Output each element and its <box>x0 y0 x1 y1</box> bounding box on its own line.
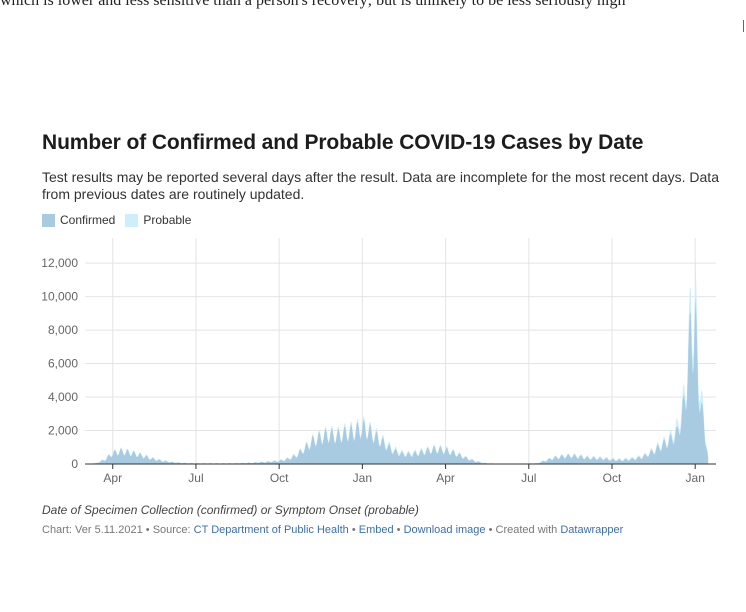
chart-subtitle: Test results may be reported several day… <box>42 169 719 202</box>
y-tick-label: 12,000 <box>41 256 78 270</box>
chart-plot: 0 2,000 4,000 6,000 8,000 10,000 12,000 Apr Jul O… <box>41 238 716 485</box>
x-tick-label: Oct <box>603 471 622 485</box>
y-tick-label: 6,000 <box>48 357 78 371</box>
x-tick-label: Apr <box>436 471 455 485</box>
corner-mark <box>743 20 746 32</box>
legend-label-probable: Probable <box>143 213 192 227</box>
x-tick-label: Oct <box>270 471 289 485</box>
chart-title: Number of Confirmed and Probable COVID-1… <box>42 131 644 154</box>
x-tick-label: Apr <box>103 471 122 485</box>
separator: • <box>145 524 150 536</box>
gridlines <box>85 238 716 464</box>
source-link[interactable]: CT Department of Public Health <box>193 524 349 536</box>
download-image-link[interactable]: Download image <box>403 524 486 536</box>
legend-swatch-confirmed <box>42 213 55 227</box>
x-tick-label: Jan <box>686 471 705 485</box>
legend-item-confirmed[interactable]: Confirmed <box>42 213 115 227</box>
y-tick-label: 4,000 <box>48 390 78 404</box>
chart-version: Chart: Ver 5.11.2021 <box>42 524 143 536</box>
x-tick-label: Jul <box>521 471 536 485</box>
x-tick-label: Jan <box>353 471 372 485</box>
series-confirmed-area <box>85 297 709 464</box>
axes: 0 2,000 4,000 6,000 8,000 10,000 12,000 Apr Jul O… <box>41 256 716 485</box>
y-tick-label: 2,000 <box>48 424 78 438</box>
y-tick-label: 10,000 <box>41 290 78 304</box>
chart-note: Date of Specimen Collection (confirmed) … <box>42 503 419 517</box>
legend-label-confirmed: Confirmed <box>60 213 116 227</box>
separator: • <box>396 524 401 536</box>
y-tick-label: 0 <box>71 457 78 471</box>
chart-legend: Confirmed Probable <box>42 213 201 227</box>
source-prefix: Source: <box>152 524 191 536</box>
separator: • <box>351 524 356 536</box>
chart-source-line: Chart: Ver 5.11.2021 • Source: CT Depart… <box>42 524 623 536</box>
datawrapper-link[interactable]: Datawrapper <box>560 524 624 536</box>
x-tick-label: Jul <box>188 471 203 485</box>
y-tick-label: 8,000 <box>48 323 78 337</box>
legend-swatch-probable <box>125 213 139 227</box>
legend-item-probable[interactable]: Probable <box>125 213 191 227</box>
separator: • <box>488 524 493 536</box>
top-text-fragment: which is lower and less sensitive than a… <box>0 0 746 14</box>
embed-link[interactable]: Embed <box>358 524 394 536</box>
created-prefix: Created with <box>495 524 558 536</box>
top-text: which is lower and less sensitive than a… <box>0 0 626 9</box>
